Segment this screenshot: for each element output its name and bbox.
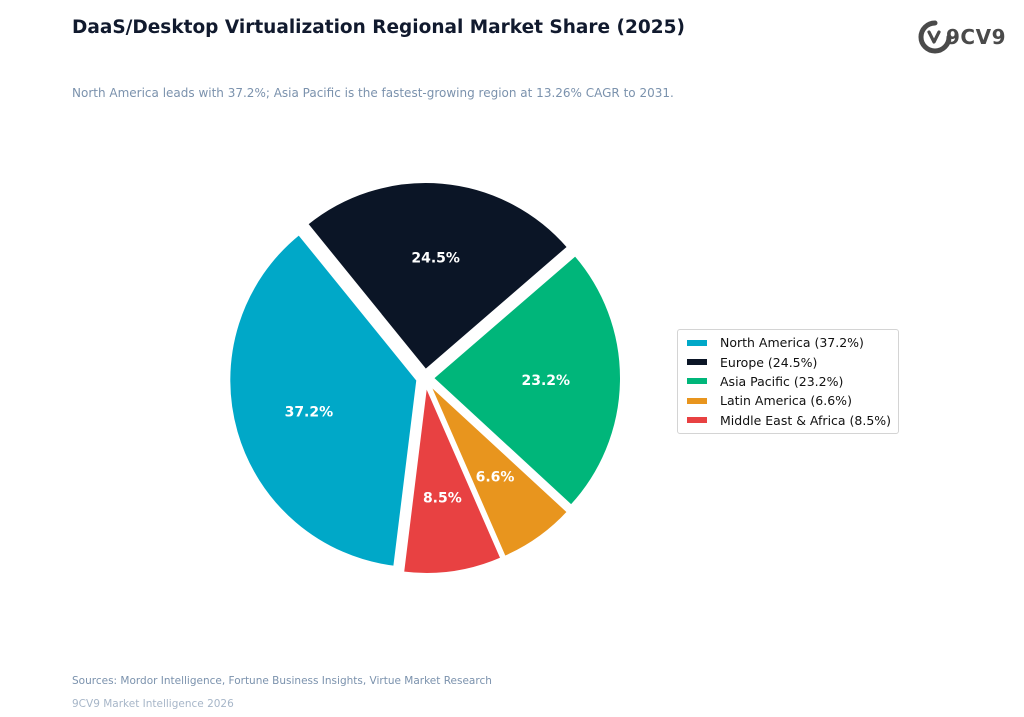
legend-swatch bbox=[687, 397, 707, 404]
chart-title: DaaS/Desktop Virtualization Regional Mar… bbox=[72, 17, 685, 38]
pie-slice-asia-pacific bbox=[431, 253, 622, 507]
pie-label-latin-america: 6.6% bbox=[476, 469, 515, 485]
legend-item: Middle East & Africa (8.5%) bbox=[678, 411, 898, 430]
pie-label-north-america: 37.2% bbox=[285, 404, 334, 420]
footer-brand: 9CV9 Market Intelligence 2026 bbox=[72, 698, 234, 710]
pie-slice-latin-america bbox=[428, 383, 570, 559]
legend-item: Asia Pacific (23.2%) bbox=[678, 372, 898, 391]
pie-label-asia-pacific: 23.2% bbox=[521, 373, 570, 389]
sources-note: Sources: Mordor Intelligence, Fortune Bu… bbox=[72, 675, 492, 687]
pie-slice-europe bbox=[305, 181, 570, 372]
legend-swatch bbox=[687, 359, 707, 366]
pie-label-europe: 24.5% bbox=[411, 251, 460, 267]
chart-legend: North America (37.2%) Europe (24.5%) Asia … bbox=[677, 329, 899, 434]
legend-label: Asia Pacific (23.2%) bbox=[720, 373, 844, 389]
logo-text: 9CV9 bbox=[946, 25, 1006, 49]
legend-label: Middle East & Africa (8.5%) bbox=[720, 412, 892, 428]
pie-label-middle-east-africa: 8.5% bbox=[423, 491, 462, 507]
brand-logo: 9CV9 bbox=[918, 20, 1006, 54]
legend-swatch bbox=[687, 339, 707, 346]
legend-label: Latin America (6.6%) bbox=[720, 393, 852, 409]
legend-item: Europe (24.5%) bbox=[678, 352, 898, 371]
legend-label: North America (37.2%) bbox=[720, 335, 864, 351]
pie-slice-middle-east-africa bbox=[401, 382, 503, 575]
legend-swatch bbox=[687, 378, 707, 385]
legend-item: Latin America (6.6%) bbox=[678, 391, 898, 410]
legend-swatch bbox=[687, 417, 707, 424]
legend-label: Europe (24.5%) bbox=[720, 354, 818, 370]
chart-subtitle: North America leads with 37.2%; Asia Pac… bbox=[72, 86, 674, 100]
pie-slice-north-america bbox=[228, 232, 419, 568]
9cv9-logo-icon bbox=[918, 20, 952, 54]
legend-item: North America (37.2%) bbox=[678, 333, 898, 352]
